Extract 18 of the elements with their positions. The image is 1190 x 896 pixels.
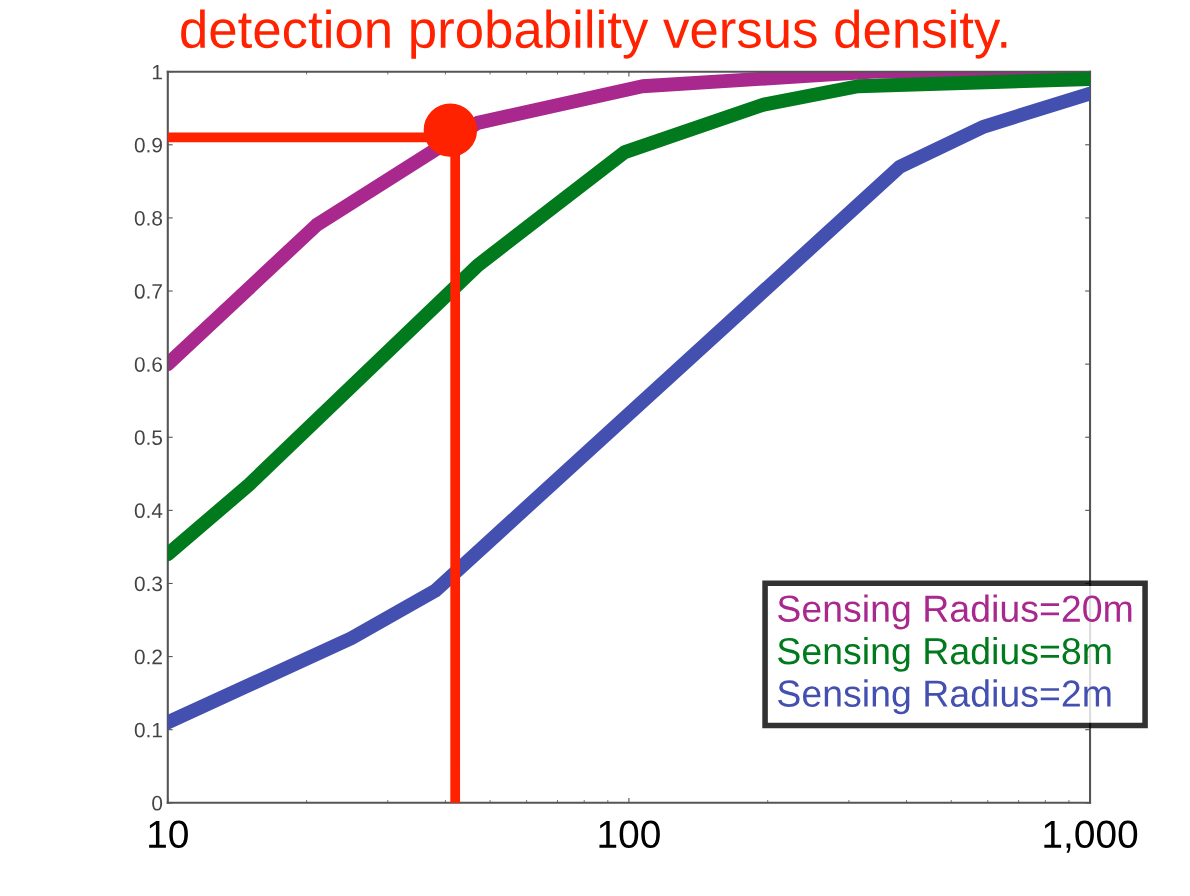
y-tick-label: 0.5 — [134, 430, 163, 445]
y-tick-label: 0 — [152, 795, 163, 811]
y-tick-label: 0.9 — [134, 137, 162, 153]
text: Sensing Radius=20m — [778, 594, 1132, 630]
y-tick-label: 0.4 — [134, 503, 163, 519]
y-tick-label: 0.6 — [134, 357, 163, 372]
y-tick-label: 0.3 — [134, 576, 163, 592]
x-tick-label: 1,000 — [1044, 820, 1138, 853]
x-tick-label: 10 — [149, 820, 188, 849]
text: Sensing Radius=8m — [778, 636, 1111, 672]
y-tick-label: 0.2 — [134, 649, 162, 665]
text: Sensing Radius=2m — [778, 679, 1111, 715]
chart-title: detection probability versus density. — [181, 9, 1007, 59]
y-tick-label: 0.1 — [134, 722, 162, 738]
y-tick-label: 0.8 — [134, 210, 163, 226]
y-tick-label: 1 — [152, 64, 162, 80]
y-tick-label: 0.7 — [134, 284, 162, 299]
x-tick-label: 100 — [599, 820, 660, 849]
